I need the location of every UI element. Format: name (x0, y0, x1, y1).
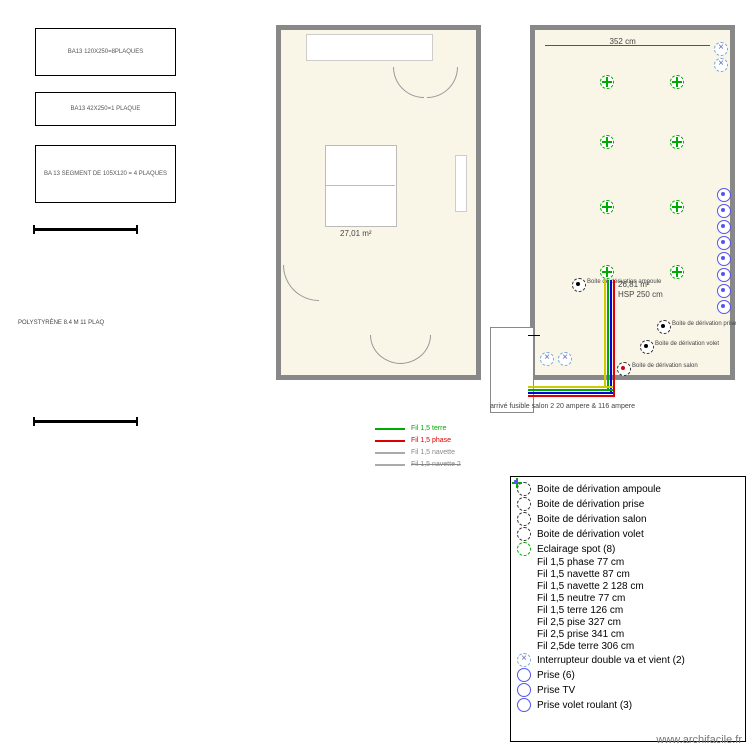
polystyrene-label: POLYSTYRÈNE 8.4 M 11 PLAQ (18, 320, 104, 326)
wiring-note: arrivé fusible salon 2 20 ampere & 116 a… (490, 403, 635, 410)
spot-2 (600, 135, 614, 149)
wire-sample-1: Fil 1,5 phase (375, 437, 461, 444)
kitchen-island (325, 145, 397, 227)
switch-0: × (540, 352, 554, 366)
legend-item-16: Prise volet roulant (3) (517, 698, 739, 712)
legend-symbol-2 (517, 512, 531, 526)
legend-symbol-0 (517, 482, 531, 496)
material-box-0: BA13 120X250=8PLAQUES (35, 28, 176, 76)
legend-item-15: Prise TV (517, 683, 739, 697)
spot-6 (600, 265, 614, 279)
dimension-352 (545, 45, 710, 47)
junction-box-2 (640, 340, 654, 354)
legend-item-13: ×Interrupteur double va et vient (2) (517, 653, 739, 667)
switch-1: × (558, 352, 572, 366)
legend-item-4: Eclairage spot (8) (517, 542, 739, 556)
spot-7 (670, 265, 684, 279)
legend-item-0: Boite de dérivation ampoule (517, 482, 739, 496)
room1-area: 27,01 m² (340, 229, 372, 238)
outlet-prise-6 (717, 284, 731, 298)
outlet-prise-1 (717, 204, 731, 218)
ruler-0 (33, 228, 138, 231)
legend-symbol-1 (517, 497, 531, 511)
junction-box-3 (617, 362, 631, 376)
material-box-2: BA 13 SEGMENT DE 105X120 = 4 PLAQUES (35, 145, 176, 203)
legend-item-5: Fil 1,5 phase 77 cm (517, 557, 739, 568)
material-box-1: BA13 42X250=1 PLAQUE (35, 92, 176, 126)
legend-item-14: Prise (6) (517, 668, 739, 682)
outlet-prise-3 (717, 236, 731, 250)
spot-0 (600, 75, 614, 89)
legend-symbol-4 (517, 542, 531, 556)
outlet-volet-7 (717, 300, 731, 314)
outlet-prise-4 (717, 252, 731, 266)
outlet-tv-2 (717, 220, 731, 234)
spot-3 (670, 135, 684, 149)
legend-symbol-16 (517, 698, 531, 712)
top-cabinet (306, 34, 433, 61)
junction-box-1 (657, 320, 671, 334)
legend-symbol-3 (517, 527, 531, 541)
wire-sample-3: Fil 1,5 navette 2 (375, 461, 461, 468)
legend-item-10: Fil 2,5 pise 327 cm (517, 617, 739, 628)
junction-box-0 (572, 278, 586, 292)
switch-tr-0: × (714, 42, 728, 56)
legend-item-1: Boite de dérivation prise (517, 497, 739, 511)
switch-tr-1: × (714, 58, 728, 72)
spot-5 (670, 200, 684, 214)
legend-item-9: Fil 1,5 terre 126 cm (517, 605, 739, 616)
legend-item-12: Fil 2,5de terre 306 cm (517, 641, 739, 652)
room2-area: 26,81 m² (618, 280, 650, 289)
legend-item-11: Fil 2,5 prise 341 cm (517, 629, 739, 640)
watermark: www.archifacile.fr (656, 734, 742, 746)
legend-item-2: Boite de dérivation salon (517, 512, 739, 526)
legend-item-3: Boite de dérivation volet (517, 527, 739, 541)
outlet-prise-0 (717, 188, 731, 202)
legend-symbol-13: × (517, 653, 531, 667)
legend-item-8: Fil 1,5 neutre 77 cm (517, 593, 739, 604)
wire-sample-0: Fil 1,5 terre (375, 425, 461, 432)
legend: Boite de dérivation ampouleBoite de déri… (510, 476, 746, 742)
room2-hsp: HSP 250 cm (618, 290, 663, 299)
legend-item-7: Fil 1,5 navette 2 128 cm (517, 581, 739, 592)
spot-4 (600, 200, 614, 214)
cable-tray (490, 327, 534, 413)
spot-1 (670, 75, 684, 89)
outlet-volet-5 (717, 268, 731, 282)
legend-item-6: Fil 1,5 navette 87 cm (517, 569, 739, 580)
legend-symbol-15 (517, 683, 531, 697)
legend-symbol-14 (517, 668, 531, 682)
ruler-1 (33, 420, 138, 423)
wire-sample-2: Fil 1,5 navette (375, 449, 461, 456)
